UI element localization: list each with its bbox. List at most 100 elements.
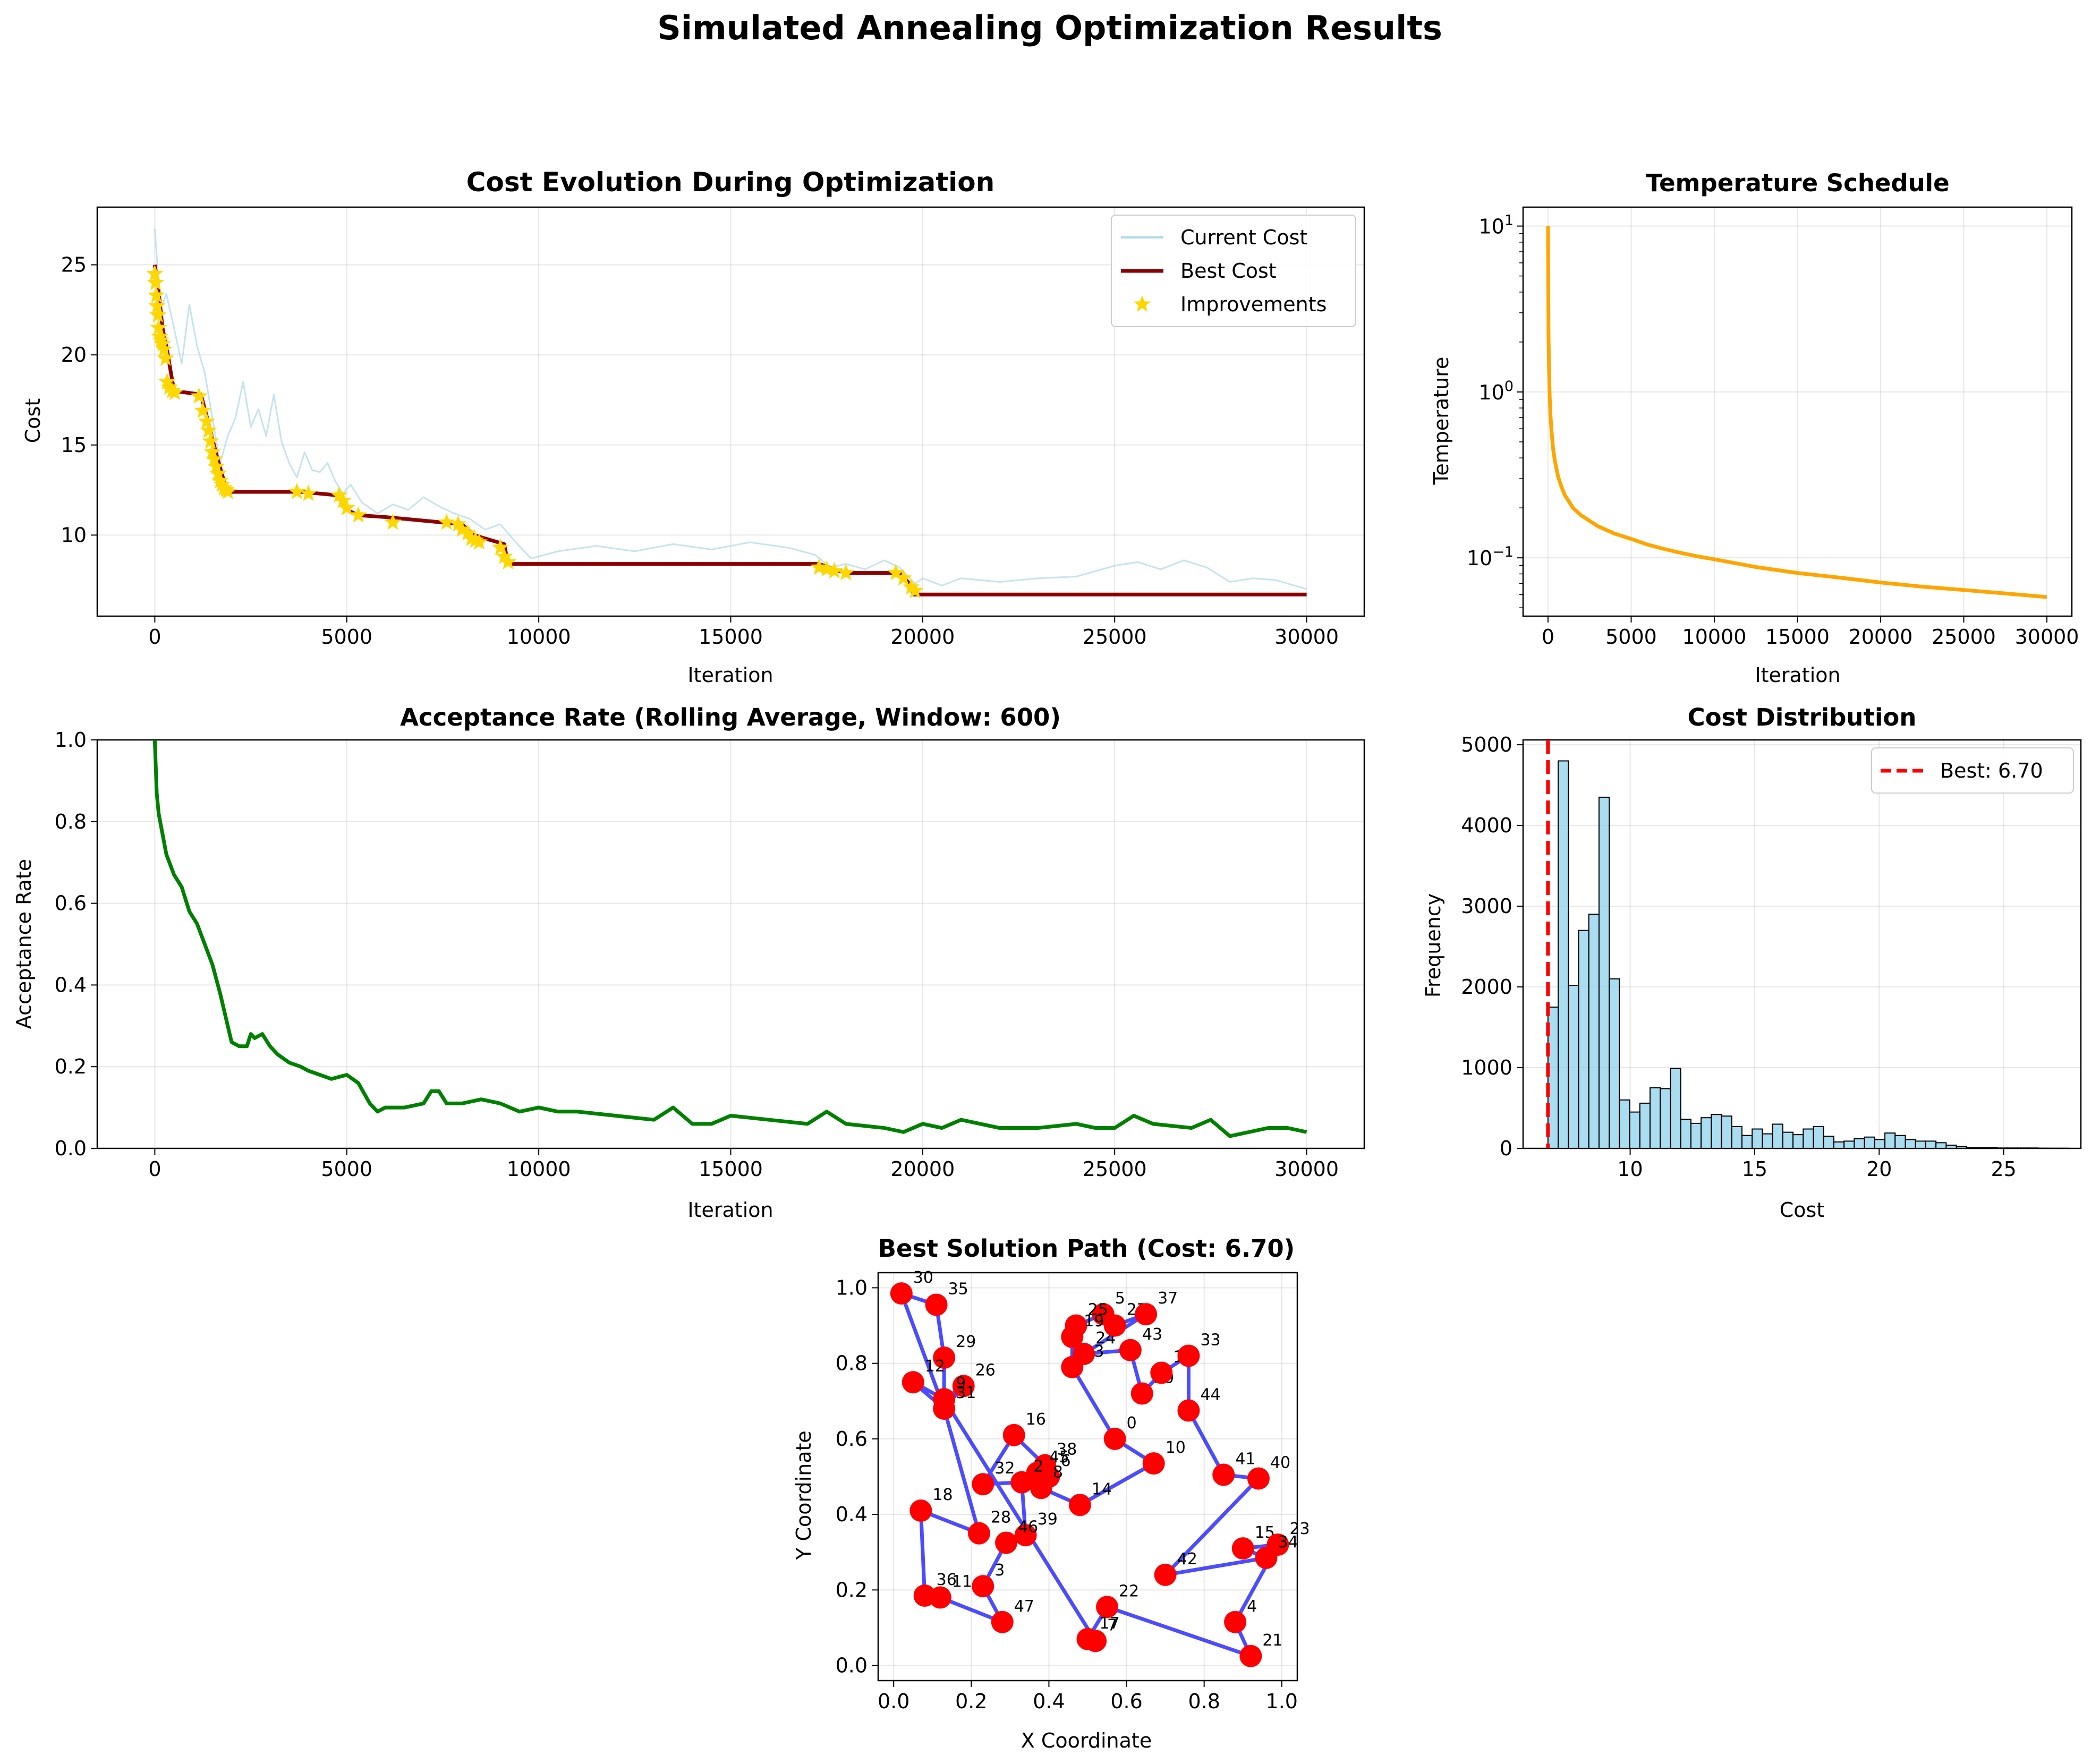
city-label: 4 (1247, 1597, 1257, 1616)
city-marker (909, 1499, 932, 1522)
histogram-bar (1966, 1147, 1978, 1149)
improvement-marker (384, 513, 402, 530)
city-label: 23 (1289, 1520, 1310, 1538)
histogram-bar (1874, 1139, 1886, 1149)
city-marker (1150, 1361, 1173, 1384)
x-tick-label: 10000 (507, 1157, 571, 1181)
improvement-marker (300, 484, 317, 501)
cost-distribution-axes: 10 15 20 25 0 1000 2000 3000 4000 5000 Best: 6.70 (1461, 733, 2082, 1181)
city-label: 17 (1100, 1614, 1120, 1633)
histogram-bar (1956, 1146, 1967, 1149)
city-label: 40 (1270, 1454, 1290, 1472)
city-marker (1092, 1303, 1115, 1326)
city-marker (1239, 1644, 1262, 1667)
y-tick-label: 1.0 (55, 728, 87, 752)
legend-box (1111, 215, 1356, 327)
y-tick-label: 0.4 (836, 1503, 868, 1526)
best-path-xlabel: X Coordinate (1021, 1729, 1152, 1752)
histogram-bar (1711, 1114, 1722, 1149)
temperature-frame (1522, 206, 2073, 617)
x-tick-label: 25000 (1083, 1157, 1147, 1181)
x-tick-label: 10000 (1682, 625, 1747, 649)
city-label: 28 (991, 1509, 1011, 1527)
city-label: 7 (1107, 1616, 1117, 1634)
legend-label: Current Cost (1180, 226, 1307, 249)
improvement-marker (330, 486, 348, 503)
improvement-marker (190, 387, 208, 404)
histogram-bars (1547, 760, 2070, 1149)
acceptance-rate-title: Acceptance Rate (Rolling Average, Window… (400, 703, 1061, 731)
cities: 3035291226931163845681410013244327537251… (890, 1268, 1310, 1667)
improvement-marker (147, 274, 165, 291)
temperature-chart: Temperature Schedule Iteration Temperatu… (1430, 169, 1950, 687)
city-marker (933, 1347, 956, 1369)
city-marker (952, 1375, 975, 1397)
city-label: 46 (1018, 1518, 1038, 1536)
histogram-bar (1629, 1111, 1640, 1149)
improvement-marker (837, 564, 855, 581)
y-tick-label: 0.0 (836, 1654, 868, 1677)
improvement-marker (206, 450, 223, 467)
improvement-marker (209, 465, 227, 481)
improvement-marker (148, 286, 165, 303)
city-label: 43 (1142, 1325, 1162, 1344)
x-tick-label: 1.0 (1266, 1690, 1298, 1713)
current-cost-line (154, 228, 1307, 590)
x-tick-label: 0 (148, 1157, 161, 1181)
improvement-marker (150, 319, 167, 336)
histogram-bar (1680, 1119, 1691, 1149)
improvement-marker (207, 457, 225, 474)
city-label: 16 (1026, 1410, 1046, 1429)
y-tick-label: 0.6 (836, 1427, 868, 1451)
city-marker (972, 1575, 994, 1598)
improvement-marker (157, 349, 174, 366)
improvement-marker (826, 562, 843, 578)
y-tick-label-base: 10 (1478, 381, 1504, 404)
city-label: 30 (913, 1268, 933, 1287)
city-label: 9 (956, 1374, 966, 1393)
y-tick-label: 0.8 (55, 810, 87, 833)
x-tick-label: 5000 (1605, 625, 1657, 649)
improvement-marker (146, 265, 164, 282)
x-tick-label: 0 (148, 625, 161, 649)
city-marker (1154, 1563, 1177, 1586)
acceptance-rate-chart: Acceptance Rate (Rolling Average, Window… (12, 703, 1061, 1222)
city-marker (1010, 1471, 1033, 1494)
temperature-grid (1523, 207, 2072, 616)
legend-improvements-swatch (1133, 295, 1151, 312)
y-tick-label: 0.2 (836, 1578, 868, 1601)
histogram-bar (1843, 1140, 1855, 1149)
histogram-bar (1976, 1147, 1988, 1149)
figure-title: Simulated Annealing Optimization Results (657, 8, 1442, 47)
y-tick-label: 15 (61, 433, 87, 457)
x-tick-label: 0.6 (1110, 1690, 1142, 1713)
cost-evolution-frame (96, 206, 1365, 617)
y-tick-label: 10−1 (1467, 544, 1514, 570)
histogram-bar (1986, 1147, 1998, 1149)
city-marker (972, 1473, 994, 1496)
histogram-bar (1670, 1068, 1681, 1149)
histogram-bar (1650, 1087, 1661, 1149)
y-tick-label: 0.0 (55, 1137, 87, 1160)
histogram-bar (1864, 1136, 1875, 1149)
y-tick-label-base: 10 (1467, 547, 1492, 570)
histogram-bar (1568, 985, 1579, 1149)
x-tick-label: 5000 (321, 1157, 372, 1181)
improvement-marker (213, 475, 231, 492)
city-label: 42 (1177, 1550, 1197, 1569)
acceptance-rate-axes: 0 5000 10000 15000 20000 25000 30000 0.0 0.2 0.4 0… (55, 728, 1365, 1181)
cost-evolution-title: Cost Evolution During Optimization (466, 167, 994, 198)
improvement-marker (219, 482, 236, 499)
cost-distribution-title: Cost Distribution (1688, 703, 1917, 731)
improvement-marker (149, 306, 167, 323)
improvement-marker (338, 499, 355, 516)
y-tick-label: 1.0 (836, 1276, 868, 1299)
city-label: 36 (937, 1571, 957, 1589)
city-label: 21 (1262, 1631, 1282, 1650)
city-marker (1119, 1339, 1142, 1361)
city-label: 37 (1158, 1289, 1178, 1308)
improvement-marker (449, 515, 467, 532)
city-label: 22 (1119, 1582, 1139, 1600)
x-tick-label: 20000 (890, 1157, 955, 1181)
city-label: 38 (1057, 1441, 1077, 1459)
